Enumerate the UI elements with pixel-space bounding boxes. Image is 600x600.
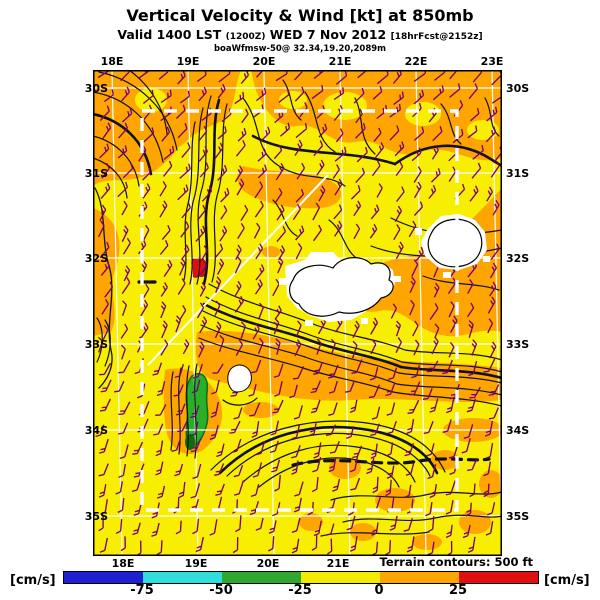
lon-label-top-21e: 21E	[328, 55, 352, 68]
lat-label-left-35s: 35S	[84, 510, 108, 523]
boundary-white-line	[147, 174, 329, 366]
lon-label-bottom-21e: 21E	[326, 557, 350, 570]
colorbar-segment-3	[301, 572, 380, 583]
lat-label-left-31s: 31S	[84, 167, 108, 180]
lat-label-left-32s: 32S	[84, 252, 108, 265]
colorbar-tick-0: 0	[374, 583, 384, 598]
lon-label-bottom-20e: 20E	[256, 557, 280, 570]
lon-label-top-18e: 18E	[100, 55, 124, 68]
model-info-line: boaWfmsw-50@ 32.34,19.20,2089m	[213, 44, 387, 54]
colorbar-tick--25: -25	[288, 583, 312, 598]
lat-label-right-30s: 30S	[506, 82, 530, 95]
lat-label-left-34s: 34S	[84, 424, 108, 437]
page-title: Vertical Velocity & Wind [kt] at 850mb	[126, 6, 474, 25]
lat-label-right-34s: 34S	[506, 424, 530, 437]
colorbar-segment-4	[380, 572, 459, 583]
vertical-velocity-map	[93, 70, 502, 556]
lon-label-bottom-19e: 19E	[184, 557, 208, 570]
colorbar-unit-left: [cm/s]	[10, 573, 56, 588]
terrain-contour-legend: Terrain contours: 500 ft	[379, 555, 533, 569]
lat-label-right-31s: 31S	[506, 167, 530, 180]
wind-barbs	[95, 70, 502, 556]
forecast-tag: [18hrFcst@2152z]	[390, 32, 483, 42]
lon-label-bottom-18e: 18E	[111, 557, 135, 570]
lon-label-top-19e: 19E	[176, 55, 200, 68]
lat-label-right-35s: 35S	[506, 510, 530, 523]
init-time: (1200Z)	[225, 32, 266, 42]
colorbar-segment-5	[459, 572, 538, 583]
colorbar-segment-1	[143, 572, 222, 583]
valid-time-line: Valid 1400 LST (1200Z) WED 7 Nov 2012 [1…	[0, 27, 600, 42]
valid-date: WED 7 Nov 2012	[265, 27, 391, 42]
lon-label-top-22e: 22E	[404, 55, 428, 68]
lon-label-top-20e: 20E	[252, 55, 276, 68]
colorbar-tick-25: 25	[448, 583, 468, 598]
colorbar-segment-2	[222, 572, 301, 583]
lat-label-right-32s: 32S	[506, 252, 530, 265]
colorbar-unit-right: [cm/s]	[544, 573, 590, 588]
lat-label-left-30s: 30S	[84, 82, 108, 95]
colorbar-tick--50: -50	[209, 583, 233, 598]
valid-prefix: Valid 1400 LST	[117, 27, 226, 42]
colorbar-segment-0	[64, 572, 143, 583]
colorbar-tick--75: -75	[130, 583, 154, 598]
colorbar	[63, 571, 539, 584]
lon-label-top-23e: 23E	[480, 55, 504, 68]
lat-label-left-33s: 33S	[84, 338, 108, 351]
no-data-mask	[227, 214, 490, 393]
inner-domain-box	[140, 109, 459, 512]
map-border	[93, 70, 502, 556]
lat-label-right-33s: 33S	[506, 338, 530, 351]
